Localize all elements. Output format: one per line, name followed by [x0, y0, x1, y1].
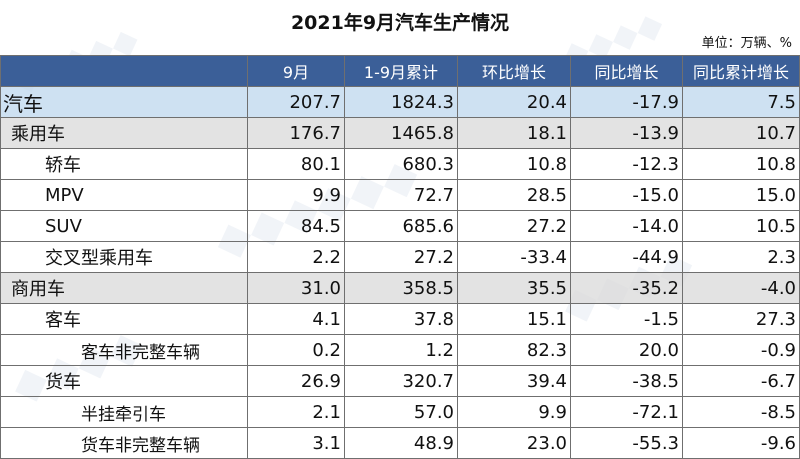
- table-cell: 10.5: [682, 210, 800, 242]
- table-cell: -13.9: [570, 117, 683, 149]
- table-cell: 31.0: [247, 272, 345, 304]
- row-label: 客车非完整车辆: [0, 334, 248, 366]
- table-row: 货车非完整车辆 3.1 48.9 23.0 -55.3 -9.6: [0, 427, 800, 459]
- table-row: 乘用车 176.7 1465.8 18.1 -13.9 10.7: [0, 117, 800, 149]
- table-cell: 9.9: [247, 179, 345, 211]
- table-cell: 207.7: [247, 86, 345, 118]
- table-cell: -17.9: [570, 86, 683, 118]
- table-cell: 685.6: [344, 210, 458, 242]
- table-cell: 10.8: [457, 148, 571, 180]
- table-cell: -0.9: [682, 334, 800, 366]
- table-row: 交叉型乘用车 2.2 27.2 -33.4 -44.9 2.3: [0, 241, 800, 273]
- table-cell: 80.1: [247, 148, 345, 180]
- table-cell: 320.7: [344, 365, 458, 397]
- row-label: MPV: [0, 179, 248, 211]
- row-label: 客车: [0, 303, 248, 335]
- table-row: 半挂牵引车 2.1 57.0 9.9 -72.1 -8.5: [0, 396, 800, 428]
- row-label: SUV: [0, 210, 248, 242]
- table-cell: 1824.3: [344, 86, 458, 118]
- table-cell: 15.1: [457, 303, 571, 335]
- table-cell: 48.9: [344, 427, 458, 459]
- table-cell: -6.7: [682, 365, 800, 397]
- column-header: 9月: [247, 55, 345, 87]
- table-cell: 28.5: [457, 179, 571, 211]
- table-row: 汽车 207.7 1824.3 20.4 -17.9 7.5: [0, 86, 800, 118]
- column-header: 1-9月累计: [344, 55, 458, 87]
- column-header: [0, 55, 248, 87]
- table-cell: 57.0: [344, 396, 458, 428]
- table-row: 货车 26.9 320.7 39.4 -38.5 -6.7: [0, 365, 800, 397]
- table-cell: -9.6: [682, 427, 800, 459]
- row-label: 商用车: [0, 272, 248, 304]
- table-cell: -55.3: [570, 427, 683, 459]
- row-label: 交叉型乘用车: [0, 241, 248, 273]
- row-label: 半挂牵引车: [0, 396, 248, 428]
- table-row: SUV 84.5 685.6 27.2 -14.0 10.5: [0, 210, 800, 242]
- table-cell: -38.5: [570, 365, 683, 397]
- table-cell: 0.2: [247, 334, 345, 366]
- table-cell: 4.1: [247, 303, 345, 335]
- table-cell: 358.5: [344, 272, 458, 304]
- table-cell: 20.0: [570, 334, 683, 366]
- table-cell: 27.3: [682, 303, 800, 335]
- table-cell: 35.5: [457, 272, 571, 304]
- row-label: 货车非完整车辆: [0, 427, 248, 459]
- column-header: 同比累计增长: [682, 55, 800, 87]
- table-cell: 15.0: [682, 179, 800, 211]
- production-table: 9月 1-9月累计 环比增长 同比增长 同比累计增长 汽车 207.7 1824.3…: [0, 55, 800, 459]
- table-cell: -33.4: [457, 241, 571, 273]
- table-cell: -35.2: [570, 272, 683, 304]
- table-row: 商用车 31.0 358.5 35.5 -35.2 -4.0: [0, 272, 800, 304]
- table-row: MPV 9.9 72.7 28.5 -15.0 15.0: [0, 179, 800, 211]
- table-cell: 176.7: [247, 117, 345, 149]
- table-cell: 2.1: [247, 396, 345, 428]
- table-cell: 84.5: [247, 210, 345, 242]
- table-cell: 2.3: [682, 241, 800, 273]
- table-cell: 10.8: [682, 148, 800, 180]
- table-cell: 26.9: [247, 365, 345, 397]
- unit-note: 单位：万辆、%: [701, 36, 792, 51]
- row-label: 汽车: [0, 86, 248, 118]
- table-row: 客车 4.1 37.8 15.1 -1.5 27.3: [0, 303, 800, 335]
- table-cell: 82.3: [457, 334, 571, 366]
- table-cell: 39.4: [457, 365, 571, 397]
- table-cell: 10.7: [682, 117, 800, 149]
- table-cell: 1465.8: [344, 117, 458, 149]
- table-cell: 1.2: [344, 334, 458, 366]
- table-cell: 18.1: [457, 117, 571, 149]
- table-cell: 27.2: [344, 241, 458, 273]
- row-label: 乘用车: [0, 117, 248, 149]
- table-row: 客车非完整车辆 0.2 1.2 82.3 20.0 -0.9: [0, 334, 800, 366]
- table-cell: 7.5: [682, 86, 800, 118]
- table-cell: -15.0: [570, 179, 683, 211]
- table-cell: -1.5: [570, 303, 683, 335]
- table-cell: -14.0: [570, 210, 683, 242]
- table-row: 轿车 80.1 680.3 10.8 -12.3 10.8: [0, 148, 800, 180]
- row-label: 货车: [0, 365, 248, 397]
- row-label: 轿车: [0, 148, 248, 180]
- table-cell: 72.7: [344, 179, 458, 211]
- table-cell: 23.0: [457, 427, 571, 459]
- table-cell: -4.0: [682, 272, 800, 304]
- table-cell: 9.9: [457, 396, 571, 428]
- table-header-row: 9月 1-9月累计 环比增长 同比增长 同比累计增长: [0, 55, 800, 87]
- table-cell: -8.5: [682, 396, 800, 428]
- table-cell: -12.3: [570, 148, 683, 180]
- table-cell: 37.8: [344, 303, 458, 335]
- table-cell: 2.2: [247, 241, 345, 273]
- table-cell: 20.4: [457, 86, 571, 118]
- table-cell: -72.1: [570, 396, 683, 428]
- column-header: 同比增长: [570, 55, 683, 87]
- column-header: 环比增长: [457, 55, 571, 87]
- table-cell: 680.3: [344, 148, 458, 180]
- page-title: 2021年9月汽车生产情况: [290, 12, 510, 34]
- table-cell: 3.1: [247, 427, 345, 459]
- table-cell: -44.9: [570, 241, 683, 273]
- table-cell: 27.2: [457, 210, 571, 242]
